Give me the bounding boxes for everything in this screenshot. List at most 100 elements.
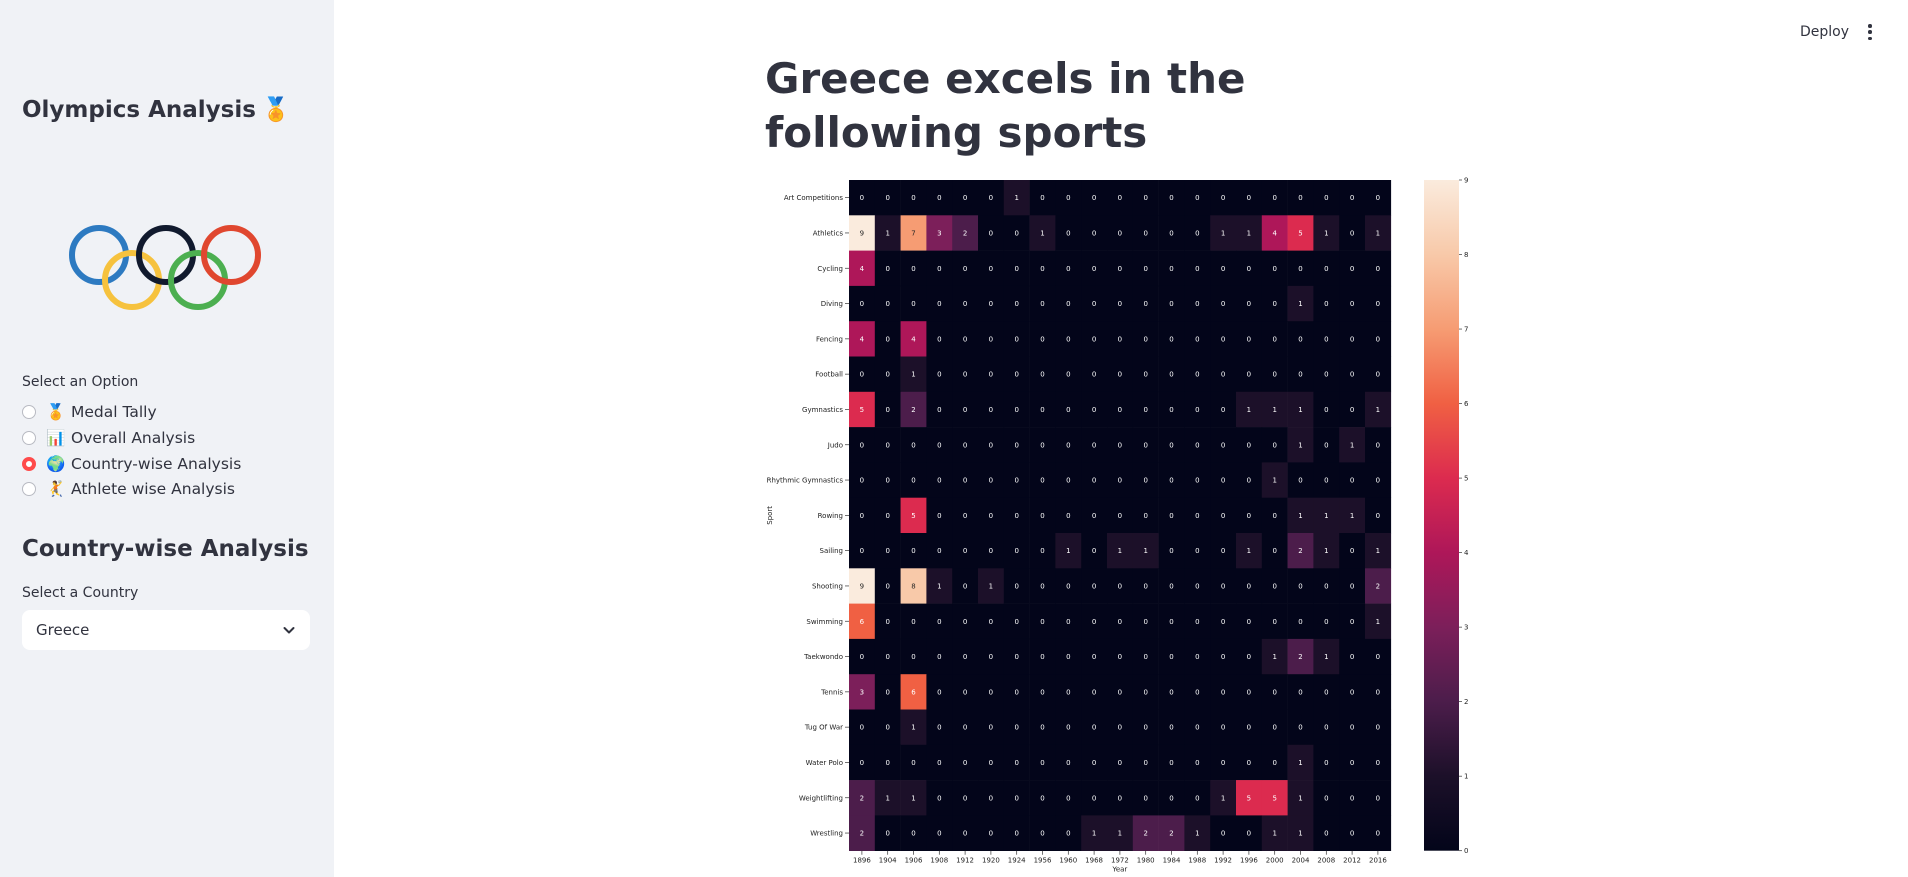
radio-option-medal-tally[interactable]: 🏅 Medal Tally [22, 401, 157, 423]
heatmap-cell [1339, 709, 1366, 746]
heatmap-cell-label: 0 [1169, 794, 1173, 802]
radio-circle[interactable] [22, 405, 36, 419]
heatmap-cell-label: 0 [1092, 406, 1096, 414]
radio-circle[interactable] [22, 482, 36, 496]
heatmap-cell-label: 1 [1298, 300, 1302, 308]
radio-option-athlete-wise-analysis[interactable]: 🤾 Athlete wise Analysis [22, 478, 235, 500]
heatmap-cell-label: 0 [1221, 371, 1225, 379]
heatmap-cell-label: 0 [1195, 441, 1199, 449]
y-tick-label: Diving [821, 300, 843, 308]
heatmap-cell [1003, 180, 1030, 216]
heatmap-cell-label: 0 [989, 265, 993, 273]
radio-option-overall-analysis[interactable]: 📊 Overall Analysis [22, 427, 195, 449]
heatmap-cell [1158, 709, 1185, 746]
heatmap-cell [1339, 744, 1366, 781]
heatmap-cell [1236, 180, 1263, 216]
heatmap-cell [1365, 638, 1392, 675]
heatmap-cell [1339, 391, 1366, 428]
heatmap-cell-label: 4 [911, 335, 916, 343]
heatmap-cell [1003, 744, 1030, 781]
heatmap-cell [1132, 427, 1159, 463]
y-tick-label: Tug Of War [804, 724, 843, 732]
heatmap-cell [1261, 709, 1288, 746]
heatmap-cell-label: 0 [963, 300, 967, 308]
heatmap-cell-label: 1 [1298, 512, 1302, 520]
heatmap-cell-label: 0 [860, 653, 864, 661]
heatmap-cell-label: 0 [1066, 300, 1070, 308]
x-tick-label: 1908 [930, 857, 948, 865]
heatmap-cell-label: 0 [1066, 406, 1070, 414]
heatmap-cell-label: 0 [1118, 371, 1122, 379]
heatmap-cell-label: 1 [1040, 229, 1044, 237]
heatmap-cell [1287, 815, 1314, 851]
heatmap-cell-label: 0 [989, 547, 993, 555]
radio-circle[interactable] [22, 431, 36, 445]
x-tick-label: 1984 [1163, 857, 1181, 865]
heatmap-cell-label: 1 [1221, 794, 1225, 802]
heatmap-cell [926, 603, 953, 640]
heatmap-cell-label: 0 [1169, 582, 1173, 590]
country-select[interactable]: Greece [22, 610, 310, 650]
heatmap-cell-label: 0 [885, 618, 889, 626]
x-tick-label: 1968 [1085, 857, 1103, 865]
heatmap-cell [900, 638, 927, 675]
y-tick-label: Judo [827, 441, 843, 449]
heatmap-cell-label: 0 [1040, 759, 1044, 767]
deploy-button[interactable]: Deploy [1800, 24, 1850, 40]
heatmap-cell [1313, 780, 1340, 816]
heatmap-cell [1184, 215, 1211, 251]
option-radio-label: Select an Option [22, 374, 139, 390]
heatmap-cell-label: 0 [1247, 335, 1251, 343]
heatmap-cell-label: 0 [1350, 759, 1354, 767]
section-title: Country-wise Analysis [22, 536, 309, 562]
heatmap-cell-label: 0 [1376, 724, 1380, 732]
heatmap-cell [978, 391, 1005, 428]
heatmap-cell [1365, 780, 1392, 816]
heatmap-cell [900, 744, 927, 781]
heatmap-cell [952, 427, 979, 463]
heatmap-cell-label: 0 [1221, 618, 1225, 626]
heatmap-cell-label: 0 [1221, 688, 1225, 696]
heatmap-cell [1132, 391, 1159, 428]
heatmap-cell-label: 5 [1272, 794, 1276, 802]
y-tick-label: Water Polo [806, 759, 843, 767]
heatmap-cell-label: 6 [860, 618, 865, 626]
heatmap-cell [1029, 497, 1056, 534]
radio-circle[interactable] [22, 457, 36, 471]
chevron-down-icon [283, 627, 295, 634]
heatmap-cell [1081, 180, 1108, 216]
heatmap-cell [1313, 674, 1340, 710]
heatmap-cell-label: 0 [1272, 371, 1276, 379]
heatmap-cell [1210, 815, 1237, 851]
heatmap-cell-label: 0 [1195, 371, 1199, 379]
heatmap-cell [1107, 250, 1134, 287]
heatmap-cell-label: 0 [1014, 724, 1018, 732]
heatmap-cell [1107, 427, 1134, 463]
y-tick-label: Art Competitions [784, 194, 843, 202]
heatmap-cell [1210, 568, 1237, 604]
heatmap-cell-label: 2 [860, 794, 864, 802]
heatmap-cell-label: 2 [1298, 653, 1302, 661]
heatmap-cell-label: 0 [937, 194, 941, 202]
radio-option-country-wise-analysis[interactable]: 🌍 Country-wise Analysis [22, 453, 241, 475]
y-tick-label: Tennis [820, 688, 843, 696]
heatmap-cell [1055, 285, 1082, 322]
heatmap-cell-label: 1 [1376, 618, 1380, 626]
heatmap-cell [1055, 709, 1082, 746]
heatmap-cell-label: 0 [1014, 794, 1018, 802]
heatmap-cell [1339, 533, 1366, 569]
heatmap-cell-label: 1 [1272, 477, 1276, 485]
heatmap-cell-label: 0 [1169, 371, 1173, 379]
heatmap-cell-label: 0 [963, 194, 967, 202]
heatmap-cell-label: 0 [1014, 371, 1018, 379]
kebab-menu-icon[interactable] [1866, 22, 1874, 42]
heatmap-cell [874, 497, 901, 534]
heatmap-cell [1261, 603, 1288, 640]
heatmap-cell [1132, 638, 1159, 675]
heatmap-cell-label: 0 [937, 300, 941, 308]
heatmap-cell-label: 0 [1272, 512, 1276, 520]
heatmap-cell-label: 0 [1272, 441, 1276, 449]
option-emoji-icon: 🤾 [46, 480, 66, 498]
heatmap-cell-label: 0 [1066, 830, 1070, 838]
heatmap-cell-label: 0 [1247, 724, 1251, 732]
